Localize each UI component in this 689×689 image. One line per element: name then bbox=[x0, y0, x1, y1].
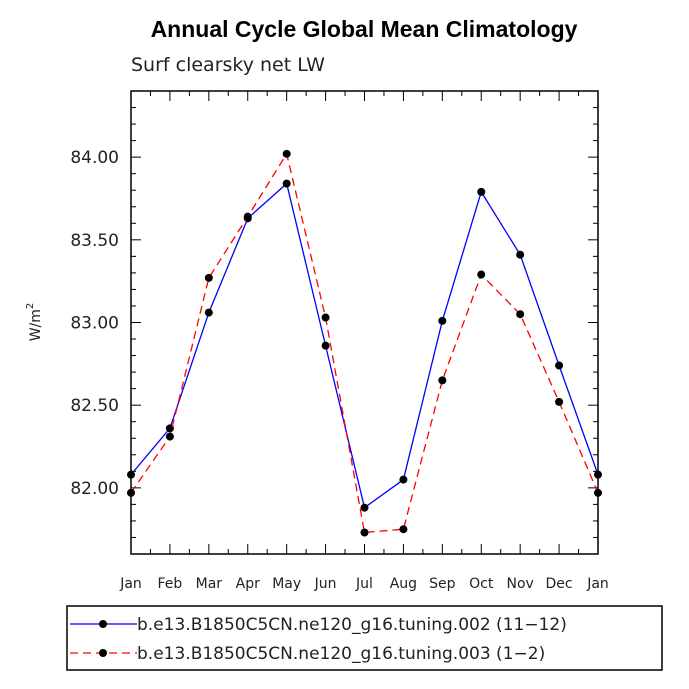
x-tick-label: Apr bbox=[236, 576, 260, 592]
plot-frame bbox=[130, 90, 599, 555]
y-tick-label: 82.50 bbox=[70, 396, 119, 416]
series-2-point bbox=[165, 432, 174, 441]
x-tick-label: Jun bbox=[314, 576, 337, 592]
legend-marker-series-2 bbox=[99, 649, 107, 657]
x-axis-ticks: Jan Feb Mar Apr May Jun Jul Aug Sep Oct Nov Dec Jan bbox=[119, 91, 609, 592]
series-2-point bbox=[204, 273, 213, 282]
series-1-point bbox=[204, 308, 213, 317]
y-tick-label: 83.50 bbox=[70, 231, 119, 251]
series-2-point bbox=[282, 149, 291, 158]
series-1-point bbox=[555, 361, 564, 370]
y-axis-ticks: 82.00 82.50 83.00 83.50 84.00 bbox=[70, 90, 598, 555]
series-1-point bbox=[399, 475, 408, 484]
x-tick-label: Sep bbox=[429, 576, 456, 592]
series-2-point bbox=[360, 528, 369, 537]
series-1-point bbox=[516, 250, 525, 259]
series-1-point bbox=[438, 316, 447, 325]
chart-subtitle: Surf clearsky net LW bbox=[131, 54, 325, 76]
legend-label-series-2: b.e13.B1850C5CN.ne120_g16.tuning.003 (1−… bbox=[137, 644, 545, 664]
x-tick-label: Oct bbox=[469, 576, 494, 592]
series-1-point bbox=[321, 341, 330, 350]
series-2-point bbox=[594, 488, 602, 497]
series-2-point bbox=[516, 310, 525, 319]
y-tick-label: 84.00 bbox=[70, 148, 119, 168]
series-2-point bbox=[321, 313, 330, 322]
y-axis-label-text: W/m bbox=[28, 309, 44, 341]
series-2-point bbox=[477, 270, 486, 279]
series-1-point bbox=[594, 470, 602, 479]
y-axis-label: W/m2 bbox=[25, 303, 44, 342]
series-2-point bbox=[243, 212, 252, 221]
x-tick-label: Feb bbox=[158, 576, 183, 592]
y-tick-label: 82.00 bbox=[70, 479, 119, 499]
y-tick-label: 83.00 bbox=[70, 314, 119, 334]
series-2-point bbox=[438, 376, 447, 385]
series-1-point bbox=[360, 503, 369, 512]
x-tick-label: Jul bbox=[355, 576, 373, 592]
x-tick-label: Nov bbox=[507, 576, 534, 592]
chart-title: Annual Cycle Global Mean Climatology bbox=[151, 16, 578, 42]
series-line-1 bbox=[130, 182, 599, 509]
series-1-point bbox=[282, 179, 291, 188]
legend-label-series-1: b.e13.B1850C5CN.ne120_g16.tuning.002 (11… bbox=[137, 615, 567, 635]
y-axis-label-superscript: 2 bbox=[25, 303, 36, 309]
series-2-point bbox=[555, 397, 564, 406]
series-layer bbox=[127, 149, 602, 537]
series-1-point bbox=[477, 187, 486, 196]
legend-marker-series-1 bbox=[99, 620, 107, 628]
legend: b.e13.B1850C5CN.ne120_g16.tuning.002 (11… bbox=[66, 605, 663, 671]
x-tick-label: Jan bbox=[119, 576, 142, 592]
series-1-point bbox=[127, 470, 135, 479]
x-tick-label: Aug bbox=[390, 576, 417, 592]
series-line-2 bbox=[130, 152, 599, 534]
x-tick-label: Dec bbox=[546, 576, 573, 592]
x-tick-label: Mar bbox=[196, 576, 223, 592]
series-2-point bbox=[399, 525, 408, 534]
legend-box bbox=[66, 605, 663, 671]
x-tick-label: May bbox=[272, 576, 301, 592]
x-tick-label: Jan bbox=[586, 576, 609, 592]
series-2-point bbox=[127, 488, 135, 497]
